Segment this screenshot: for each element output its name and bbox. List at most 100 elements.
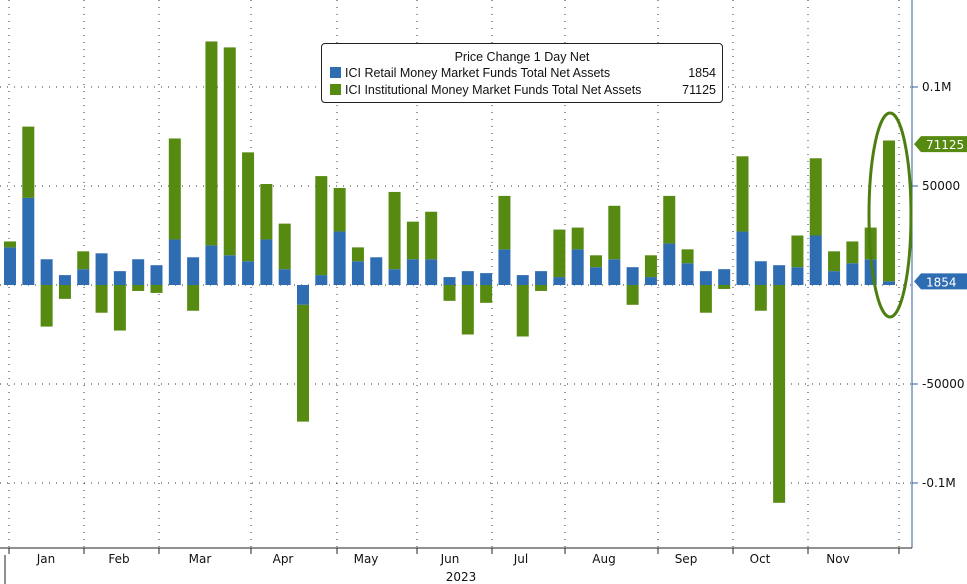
bar-institutional: [22, 126, 35, 198]
bar-retail: [205, 245, 218, 285]
bar-retail: [297, 285, 309, 305]
bar-retail: [736, 231, 749, 285]
x-tick-label: Nov: [826, 552, 849, 566]
bar-institutional: [663, 195, 676, 244]
bar-retail: [516, 275, 529, 285]
bar-retail: [480, 273, 493, 285]
x-tick-label: Mar: [189, 552, 212, 566]
bar-retail: [773, 265, 786, 285]
legend-swatch-institutional: [330, 84, 341, 95]
bar-retail: [535, 271, 548, 285]
x-axis-label: 2023: [446, 570, 477, 584]
bar-retail: [40, 259, 53, 285]
bar-retail: [644, 277, 657, 285]
x-tick-label: Jun: [440, 552, 460, 566]
bar-institutional: [77, 251, 90, 270]
bar-institutional: [278, 223, 291, 270]
legend-value: 71125: [682, 82, 716, 97]
bar-retail: [425, 259, 438, 285]
bar-retail: [846, 263, 859, 285]
bar-retail: [77, 269, 90, 285]
bar-institutional: [443, 285, 456, 301]
bar-retail: [443, 277, 456, 285]
legend-label: ICI Institutional Money Market Funds Tot…: [345, 82, 642, 97]
x-tick-label: Feb: [108, 552, 129, 566]
bar-retail: [553, 277, 566, 285]
bar-institutional: [40, 285, 53, 327]
bar-retail: [370, 257, 383, 285]
bar-retail: [754, 261, 767, 285]
bar-retail: [681, 263, 694, 285]
last-value-retail: 1854: [926, 275, 957, 289]
x-tick-label: May: [354, 552, 379, 566]
bar-institutional: [58, 285, 71, 299]
bar-retail: [809, 235, 822, 285]
last-value-institutional: 71125: [926, 138, 964, 152]
bar-retail: [828, 271, 841, 285]
bar-institutional: [260, 184, 273, 240]
legend-value: 1854: [688, 65, 716, 80]
legend-label: ICI Retail Money Market Funds Total Net …: [345, 65, 611, 80]
y-tick-label: -50000: [922, 377, 965, 391]
bar-institutional: [681, 249, 694, 264]
bar-retail: [406, 259, 419, 285]
bar-retail: [699, 271, 712, 285]
bar-institutional: [828, 251, 841, 272]
bar-institutional: [480, 285, 493, 303]
bar-institutional: [223, 47, 236, 256]
bar-retail: [168, 239, 181, 285]
bar-retail: [718, 269, 731, 285]
bar-institutional: [809, 158, 822, 236]
last-value-retail-bg: [914, 273, 967, 290]
bar-institutional: [95, 285, 108, 313]
legend-title: Price Change 1 Day Net: [454, 50, 590, 64]
bar-retail: [113, 271, 126, 285]
bar-institutional: [242, 152, 255, 262]
bar-institutional: [425, 211, 438, 260]
highlight-ellipse: [867, 111, 913, 319]
bar-retail: [315, 275, 328, 285]
bar-retail: [333, 231, 346, 285]
legend: Price Change 1 Day Net ICI Retail Money …: [321, 43, 723, 103]
x-tick-label: Jan: [36, 552, 56, 566]
bar-institutional: [699, 285, 712, 313]
bar-retail: [461, 271, 474, 285]
legend-item-institutional: ICI Institutional Money Market Funds Tot…: [322, 81, 722, 98]
bar-institutional: [297, 304, 309, 422]
bar-institutional: [205, 41, 218, 246]
bar-retail: [791, 267, 804, 285]
bar-institutional: [608, 205, 621, 260]
legend-swatch-retail: [330, 67, 341, 78]
bar-retail: [388, 269, 401, 285]
bar-institutional: [736, 156, 749, 232]
bar-institutional: [644, 255, 657, 278]
bar-institutional: [535, 285, 548, 291]
bar-institutional: [498, 195, 511, 250]
bar-institutional: [4, 241, 16, 248]
bar-retail: [22, 197, 35, 285]
bar-retail: [150, 265, 163, 285]
bar-institutional: [846, 241, 859, 264]
y-tick-label: -0.1M: [922, 476, 956, 490]
bar-retail: [260, 239, 273, 285]
bar-institutional: [132, 285, 145, 291]
bar-institutional: [388, 191, 401, 270]
bar-retail: [58, 275, 71, 285]
bar-retail: [498, 249, 511, 285]
bar-institutional: [351, 247, 364, 262]
bar-institutional: [168, 138, 181, 240]
bar-institutional: [791, 235, 804, 268]
y-tick-label: 50000: [922, 179, 960, 193]
x-tick-label: Apr: [273, 552, 294, 566]
x-tick-label: Aug: [592, 552, 615, 566]
bar-institutional: [754, 285, 767, 311]
x-tick-label: Sep: [675, 552, 698, 566]
x-tick-label: Jul: [513, 552, 528, 566]
bar-institutional: [571, 227, 584, 250]
bar-institutional: [553, 229, 566, 278]
bar-institutional: [113, 285, 126, 331]
bar-retail: [4, 247, 16, 285]
bar-retail: [626, 267, 639, 285]
bar-retail: [571, 249, 584, 285]
